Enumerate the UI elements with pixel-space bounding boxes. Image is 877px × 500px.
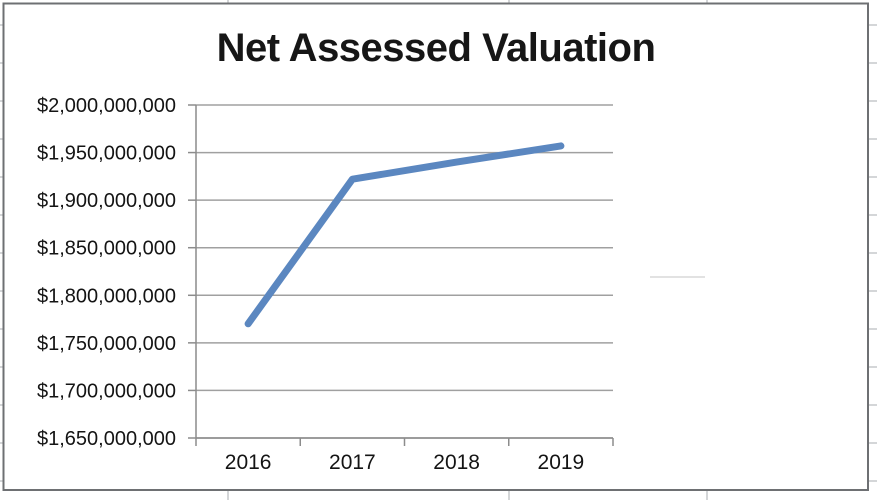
y-tick-label: $2,000,000,000 <box>37 95 176 117</box>
series-line-net-assessed-valuation <box>244 142 565 328</box>
y-tick-label: $1,800,000,000 <box>37 285 176 307</box>
y-tick-label: $1,650,000,000 <box>37 428 176 450</box>
chart-title: Net Assessed Valuation <box>217 26 656 70</box>
x-tick-label: 2019 <box>538 451 585 474</box>
y-tick-label: $1,950,000,000 <box>37 143 176 165</box>
chart-frame-border <box>2 2 869 491</box>
y-tick-label: $1,700,000,000 <box>37 380 176 402</box>
plot-axes <box>188 104 614 446</box>
x-tick-label: 2016 <box>225 451 272 474</box>
plot-gridlines <box>196 104 613 439</box>
y-tick-label: $1,750,000,000 <box>37 333 176 355</box>
chart-border-rect <box>2 2 869 491</box>
axis-tick-labels: $2,000,000,000 $1,950,000,000 $1,900,000,0… <box>37 95 584 474</box>
data-series-line <box>244 142 565 328</box>
x-tick-label: 2018 <box>433 451 480 474</box>
y-tick-label: $1,850,000,000 <box>37 238 176 260</box>
x-tick-label: 2017 <box>329 451 376 474</box>
y-tick-label: $1,900,000,000 <box>37 190 176 212</box>
